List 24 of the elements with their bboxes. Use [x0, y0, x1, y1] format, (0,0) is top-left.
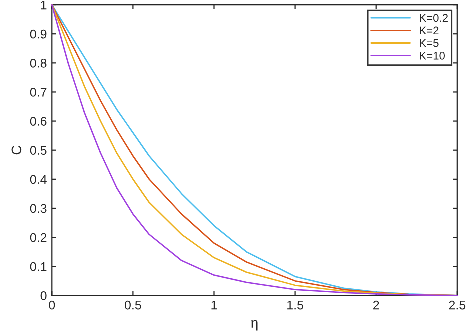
legend-label: K=5 [420, 39, 439, 48]
legend-label: K=0.2 [420, 14, 448, 22]
y-tick-label: 0.6 [30, 117, 47, 126]
x-tick-label: 2.5 [449, 300, 466, 310]
y-tick-label: 0.2 [30, 233, 47, 242]
y-tick-label: 0.8 [30, 58, 47, 68]
x-tick-label: 2 [374, 300, 380, 310]
legend-label: K=10 [420, 52, 445, 60]
y-tick-label: 0.7 [30, 88, 47, 97]
x-tick-label: 1 [212, 301, 218, 310]
y-tick-label: 0.9 [30, 30, 47, 39]
y-tick-label: 1 [41, 0, 47, 10]
y-tick-label: 0.3 [30, 204, 47, 214]
y-axis-title: C [12, 146, 22, 155]
x-tick-label: 1.5 [288, 301, 304, 310]
y-tick-label: 0.4 [30, 175, 47, 184]
y-tick-label: 0.5 [30, 146, 47, 156]
line-series [51, 4, 458, 296]
x-axis-title: η [252, 320, 258, 331]
y-tick-label: 0.1 [30, 262, 47, 272]
x-tick-label: 0.5 [124, 300, 142, 310]
legend-label: K=2 [420, 26, 439, 35]
x-tick-label: 0 [49, 300, 56, 310]
y-tick-label: 0 [40, 291, 47, 300]
